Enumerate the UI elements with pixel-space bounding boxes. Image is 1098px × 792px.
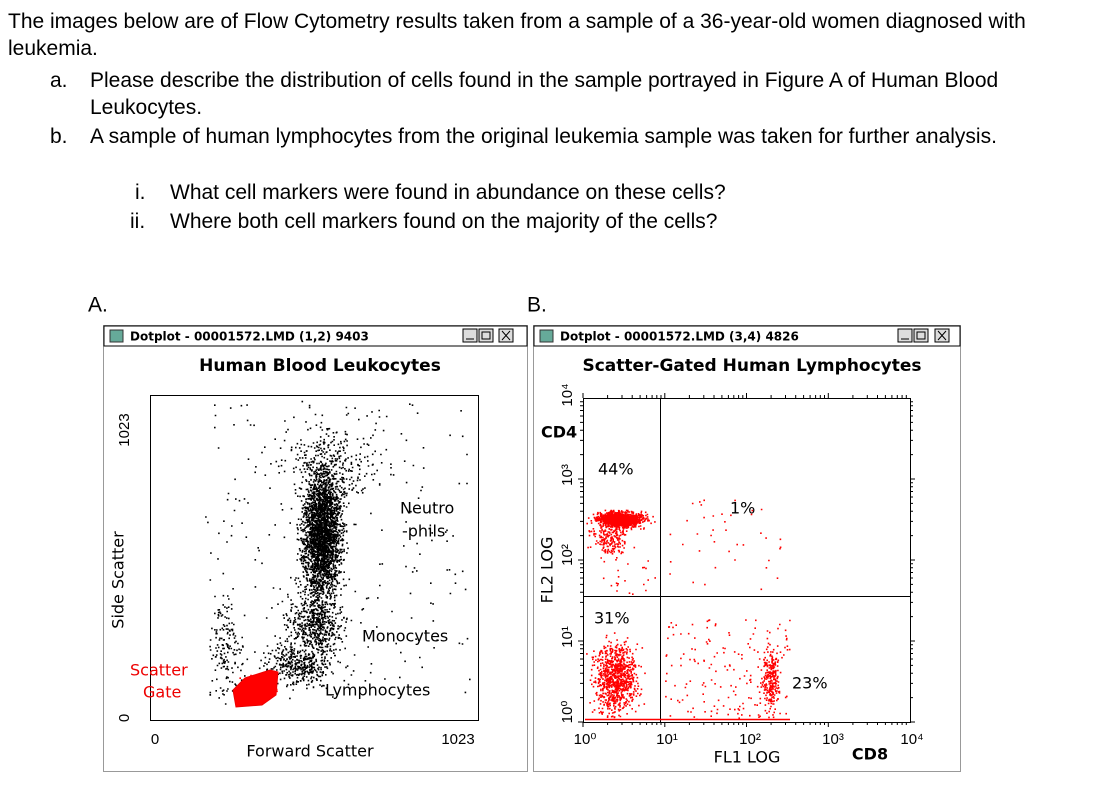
y-tick-label: 0 <box>116 714 133 722</box>
title-bar <box>533 325 961 347</box>
x-tick-label: 10¹ <box>656 731 678 748</box>
figure-label: A. <box>88 294 108 317</box>
subitem-marker: ii. <box>130 210 146 233</box>
subitem-text: Where both cell markers found on the maj… <box>170 210 718 233</box>
item-text: Please describe the distribution of cell… <box>90 69 999 119</box>
x-tick-label: 10⁰ <box>574 731 597 748</box>
title-bar <box>103 325 528 347</box>
x-axis-marker: CD8 <box>852 745 888 764</box>
x-tick-label: 10³ <box>822 731 844 748</box>
y-axis-marker: CD4 <box>541 423 577 442</box>
quadrant-percent: 31% <box>594 609 630 628</box>
item-marker: a. <box>50 69 68 92</box>
quadrant-percent: 44% <box>598 460 634 479</box>
item-text: A sample of human lymphocytes from the o… <box>90 125 997 148</box>
subitem-marker: i. <box>135 181 146 204</box>
gate-label: Scatter <box>130 661 188 680</box>
y-axis-title: Side Scatter <box>109 531 128 629</box>
figure-label: B. <box>527 294 547 317</box>
gate-label: Gate <box>143 683 181 702</box>
window-buttons <box>462 328 514 343</box>
axis-ticks <box>578 393 915 727</box>
quadrant-percent: 1% <box>730 499 755 518</box>
y-tick-label: 10² <box>559 544 576 566</box>
subitem-text: What cell markers were found in abundanc… <box>170 181 726 204</box>
dot-cloud <box>585 499 791 721</box>
window-icon <box>539 329 554 343</box>
annotation: -phils <box>402 522 445 541</box>
annotation: Monocytes <box>362 627 448 646</box>
y-tick-label: 10⁴ <box>559 383 576 406</box>
window <box>533 325 961 772</box>
item-marker: b. <box>50 125 68 148</box>
x-axis-title: Forward Scatter <box>246 742 374 761</box>
x-axis-title: FL1 LOG <box>714 748 781 767</box>
plot-frame <box>150 395 479 721</box>
y-tick-label: 10¹ <box>559 626 576 648</box>
y-tick-label: 10⁰ <box>559 701 576 724</box>
plot-title: Human Blood Leukocytes <box>199 356 441 376</box>
x-tick-label: 10⁴ <box>900 731 923 748</box>
annotation: Lymphocytes <box>325 681 430 700</box>
x-tick-label: 1023 <box>441 731 474 748</box>
dot-cloud <box>205 400 471 705</box>
y-tick-label: 10³ <box>559 464 576 486</box>
window-title: Dotplot - 00001572.LMD (3,4) 4826 <box>560 330 799 344</box>
window-icon <box>109 329 124 343</box>
window-buttons <box>897 328 950 343</box>
x-tick-label: 10² <box>739 731 761 748</box>
dot-cloud <box>235 674 278 703</box>
y-axis-title: FL2 LOG <box>538 537 557 604</box>
y-tick-label: 1023 <box>116 413 133 446</box>
plot-title: Scatter-Gated Human Lymphocytes <box>582 356 921 376</box>
quadrant-percent: 23% <box>792 674 828 693</box>
x-tick-label: 0 <box>151 731 159 748</box>
annotation: Neutro <box>400 499 454 518</box>
intro: The images below are of Flow Cytometry r… <box>8 10 1026 60</box>
window-title: Dotplot - 00001572.LMD (1,2) 9403 <box>130 330 369 344</box>
